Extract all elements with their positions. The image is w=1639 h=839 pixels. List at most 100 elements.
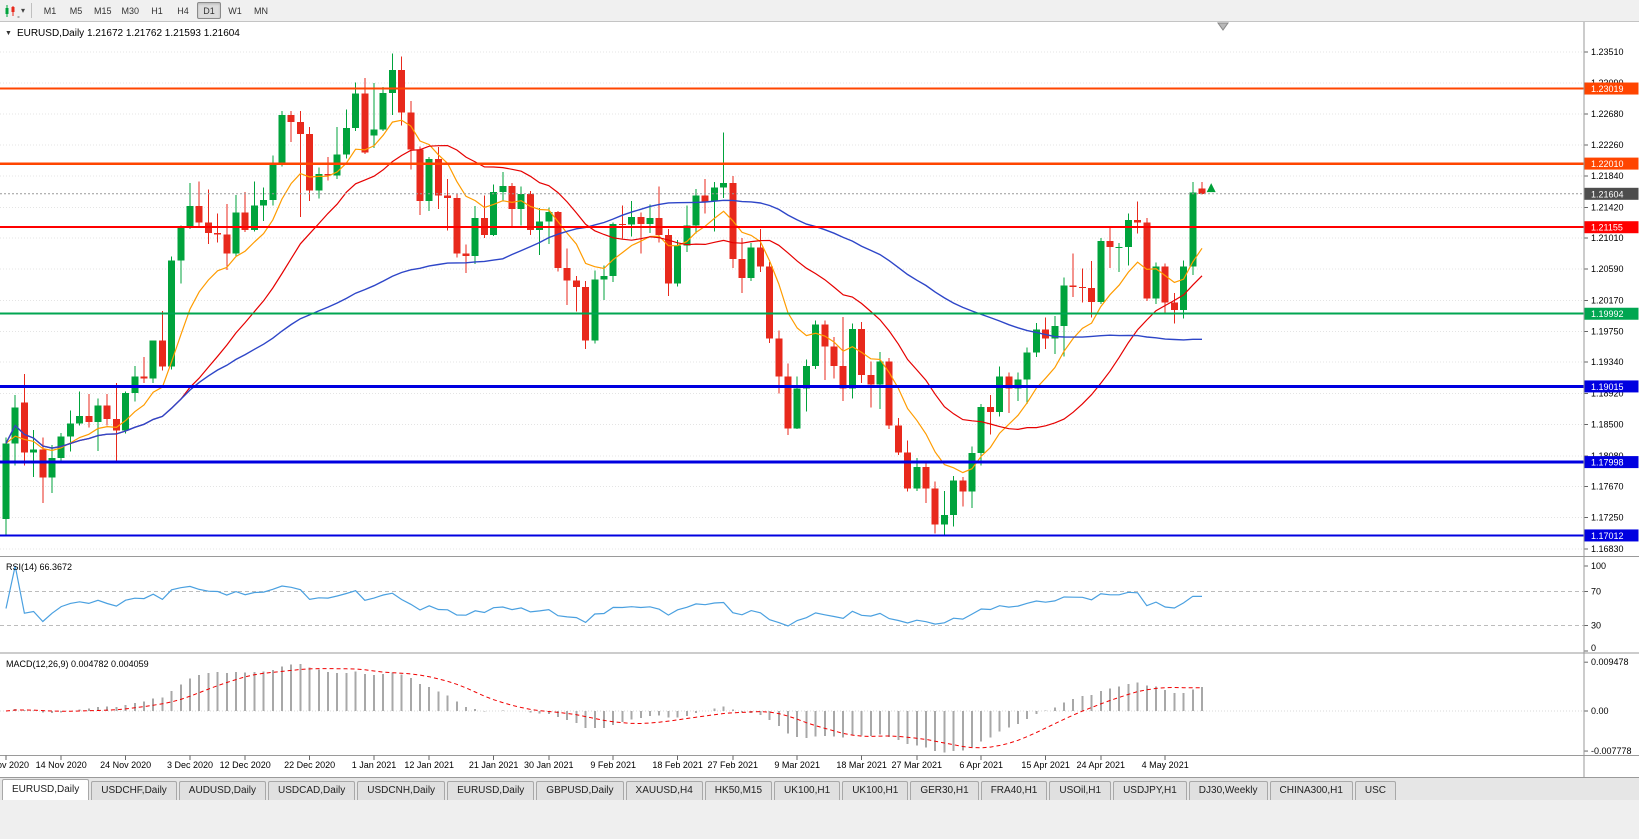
hline-badge bbox=[1584, 82, 1639, 95]
svg-text:6 Apr 2021: 6 Apr 2021 bbox=[959, 760, 1003, 770]
hline-badge bbox=[1584, 307, 1639, 320]
svg-text:1.21840: 1.21840 bbox=[1591, 171, 1624, 181]
svg-text:15 Apr 2021: 15 Apr 2021 bbox=[1021, 760, 1070, 770]
timeframe-button-mn[interactable]: MN bbox=[254, 6, 269, 16]
svg-text:1.20170: 1.20170 bbox=[1591, 295, 1624, 305]
timeframe-button-m30[interactable]: M30 bbox=[121, 6, 140, 16]
chart-type-icon[interactable] bbox=[4, 4, 20, 18]
status-strip bbox=[0, 800, 1639, 839]
chart-tab-ger30-h1[interactable]: GER30,H1 bbox=[910, 781, 979, 800]
svg-text:21 Jan 2021: 21 Jan 2021 bbox=[469, 760, 519, 770]
svg-text:9 Feb 2021: 9 Feb 2021 bbox=[590, 760, 636, 770]
chart-area[interactable]: 1.235101.230901.226801.222601.218401.214… bbox=[0, 22, 1639, 777]
svg-text:1.21420: 1.21420 bbox=[1591, 202, 1624, 212]
timeframe-buttons-group: M1 M5 M15 M30 H1 H4 D1 W1 MN bbox=[37, 2, 274, 19]
svg-text:0.00: 0.00 bbox=[1591, 706, 1609, 716]
svg-text:1.17670: 1.17670 bbox=[1591, 481, 1624, 491]
svg-text:1.18080: 1.18080 bbox=[1591, 451, 1624, 461]
svg-text:1.21604: 1.21604 bbox=[1591, 189, 1624, 199]
svg-text:4 May 2021: 4 May 2021 bbox=[1142, 760, 1189, 770]
svg-text:1.22010: 1.22010 bbox=[1591, 159, 1624, 169]
toolbar-separator bbox=[31, 3, 33, 18]
chart-type-dropdown-caret-icon[interactable]: ▾ bbox=[21, 6, 26, 15]
chart-tab-xauusd-h4[interactable]: XAUUSD,H4 bbox=[625, 781, 703, 800]
chart-tab-china300-h1[interactable]: CHINA300,H1 bbox=[1269, 781, 1353, 800]
chart-tab-eurusd-daily[interactable]: EURUSD,Daily bbox=[2, 779, 90, 800]
svg-text:-0.007778: -0.007778 bbox=[1591, 746, 1632, 756]
chart-tab-hk50-m15[interactable]: HK50,M15 bbox=[704, 781, 773, 800]
svg-text:24 Nov 2020: 24 Nov 2020 bbox=[100, 760, 151, 770]
chart-tab-eurusd-daily[interactable]: EURUSD,Daily bbox=[447, 781, 535, 800]
svg-text:24 Apr 2021: 24 Apr 2021 bbox=[1077, 760, 1126, 770]
svg-text:1.19992: 1.19992 bbox=[1591, 309, 1624, 319]
svg-text:1.19340: 1.19340 bbox=[1591, 357, 1624, 367]
date-axis-labels: 5 Nov 2020 14 Nov 2020 24 Nov 2020 3 Dec 20… bbox=[0, 755, 1189, 770]
chart-title: ▼ EURUSD,Daily 1.21672 1.21762 1.21593 1… bbox=[5, 28, 240, 39]
chart-tab-uk100-h1[interactable]: UK100,H1 bbox=[774, 781, 841, 800]
svg-text:12 Dec 2020: 12 Dec 2020 bbox=[220, 760, 271, 770]
svg-text:27 Feb 2021: 27 Feb 2021 bbox=[708, 760, 759, 770]
svg-text:5 Nov 2020: 5 Nov 2020 bbox=[0, 760, 29, 770]
macd-histogram bbox=[14, 664, 1203, 753]
timeframe-button-h4[interactable]: H4 bbox=[177, 6, 189, 16]
svg-text:12 Jan 2021: 12 Jan 2021 bbox=[404, 760, 454, 770]
svg-text:1 Jan 2021: 1 Jan 2021 bbox=[352, 760, 397, 770]
current-price-badge bbox=[1584, 187, 1639, 200]
svg-text:30 Jan 2021: 30 Jan 2021 bbox=[524, 760, 574, 770]
svg-text:14 Nov 2020: 14 Nov 2020 bbox=[36, 760, 87, 770]
chart-tab-usdcad-daily[interactable]: USDCAD,Daily bbox=[268, 781, 356, 800]
hline-badge bbox=[1584, 529, 1639, 542]
chart-tabs-bar: EURUSD,Daily USDCHF,Daily AUDUSD,Daily USDC… bbox=[0, 777, 1639, 800]
timeframe-button-m15[interactable]: M15 bbox=[94, 6, 112, 16]
chart-tab-gbpusd-daily[interactable]: GBPUSD,Daily bbox=[536, 781, 624, 800]
svg-text:1.18920: 1.18920 bbox=[1591, 388, 1624, 398]
svg-text:18 Feb 2021: 18 Feb 2021 bbox=[652, 760, 703, 770]
arrow-up-marker[interactable] bbox=[1206, 183, 1216, 193]
timeframe-button-m5[interactable]: M5 bbox=[69, 6, 83, 16]
timeframe-button-w1[interactable]: W1 bbox=[228, 6, 242, 16]
chart-tab-audusd-daily[interactable]: AUDUSD,Daily bbox=[178, 781, 267, 800]
chart-tab-usc[interactable]: USC bbox=[1354, 781, 1397, 800]
macd-indicator-label: MACD(12,26,9) 0.004782 0.004059 bbox=[6, 659, 149, 669]
timeframe-toolbar: ▾ M1 M5 M15 M30 H1 H4 D1 W1 MN bbox=[0, 0, 1639, 22]
svg-text:22 Dec 2020: 22 Dec 2020 bbox=[284, 760, 335, 770]
chart-tab-fra40-h1[interactable]: FRA40,H1 bbox=[980, 781, 1048, 800]
svg-text:1.17250: 1.17250 bbox=[1591, 513, 1624, 523]
svg-text:1.23510: 1.23510 bbox=[1591, 47, 1624, 57]
chart-tab-dj30-weekly[interactable]: DJ30,Weekly bbox=[1188, 781, 1268, 800]
timeframe-button-m1[interactable]: M1 bbox=[43, 6, 57, 16]
rsi-indicator-label: RSI(14) 66.3672 bbox=[6, 562, 73, 572]
hline-badge bbox=[1584, 380, 1639, 393]
svg-text:70: 70 bbox=[1591, 587, 1601, 597]
svg-text:9 Mar 2021: 9 Mar 2021 bbox=[774, 760, 820, 770]
svg-text:1.17012: 1.17012 bbox=[1591, 531, 1624, 541]
svg-text:18 Mar 2021: 18 Mar 2021 bbox=[836, 760, 887, 770]
svg-text:1.22680: 1.22680 bbox=[1591, 109, 1624, 119]
svg-text:0: 0 bbox=[1591, 643, 1596, 653]
hline-badge bbox=[1584, 221, 1639, 234]
svg-text:100: 100 bbox=[1591, 561, 1606, 571]
chart-tab-usdchf-daily[interactable]: USDCHF,Daily bbox=[91, 781, 177, 800]
svg-text:0.009478: 0.009478 bbox=[1591, 657, 1629, 667]
svg-text:1.19015: 1.19015 bbox=[1591, 382, 1624, 392]
chart-header-text: EURUSD,Daily 1.21672 1.21762 1.21593 1.2… bbox=[16, 28, 240, 39]
hline-badge bbox=[1584, 157, 1639, 170]
ma-slow-line bbox=[5, 199, 1202, 449]
svg-text:27 Mar 2021: 27 Mar 2021 bbox=[892, 760, 943, 770]
chart-tab-usdjpy-h1[interactable]: USDJPY,H1 bbox=[1113, 781, 1187, 800]
timeframe-button-d1[interactable]: D1 bbox=[197, 2, 222, 19]
chart-tab-uk100-h1[interactable]: UK100,H1 bbox=[842, 781, 909, 800]
svg-text:30: 30 bbox=[1591, 621, 1601, 631]
chart-canvas[interactable]: 1.235101.230901.226801.222601.218401.214… bbox=[0, 22, 1639, 777]
chart-tab-usoil-h1[interactable]: USOil,H1 bbox=[1049, 781, 1112, 800]
ma-fast-line bbox=[5, 119, 1203, 474]
chart-shift-marker[interactable] bbox=[1217, 22, 1229, 31]
svg-text:1.21010: 1.21010 bbox=[1591, 233, 1624, 243]
chart-tab-usdcnh-daily[interactable]: USDCNH,Daily bbox=[357, 781, 446, 800]
svg-text:1.23019: 1.23019 bbox=[1591, 84, 1624, 94]
one-click-trading-toggle-icon[interactable]: ▼ bbox=[5, 30, 12, 37]
rsi-line bbox=[5, 565, 1203, 627]
macd-signal-line bbox=[5, 668, 1202, 749]
timeframe-button-h1[interactable]: H1 bbox=[151, 6, 163, 16]
price-gridlines bbox=[0, 51, 1588, 550]
